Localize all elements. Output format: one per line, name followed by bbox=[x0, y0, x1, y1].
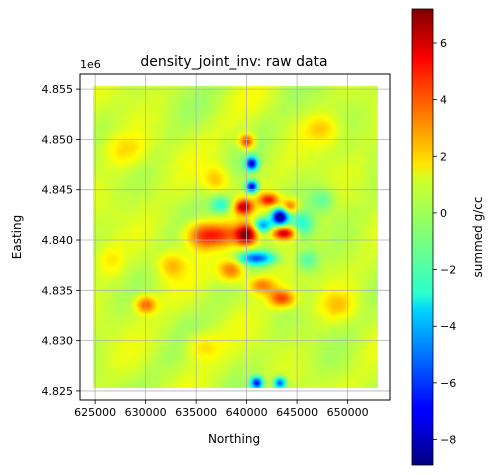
y-axis: 4.825 4.830 4.835 4.840 4.845 4.850 4.855 bbox=[42, 83, 80, 398]
x-tick-label: 625000 bbox=[74, 406, 116, 419]
y-tick-label: 4.845 bbox=[42, 184, 74, 197]
colorbar-tick-label: −4 bbox=[440, 320, 456, 333]
colorbar-tick-label: −2 bbox=[440, 264, 456, 277]
grid-lines bbox=[80, 74, 390, 400]
x-tick-label: 630000 bbox=[125, 406, 167, 419]
y-tick-label: 4.825 bbox=[42, 385, 74, 398]
x-tick-label: 640000 bbox=[226, 406, 268, 419]
y-offset-label: 1e6 bbox=[80, 58, 101, 71]
colorbar: −8 −6 −4 −2 0 2 4 6 summed g/cc bbox=[411, 8, 485, 466]
y-axis-label: Easting bbox=[10, 215, 24, 259]
y-tick-label: 4.830 bbox=[42, 335, 74, 348]
colorbar-gradient bbox=[411, 8, 434, 466]
colorbar-ticks: −8 −6 −4 −2 0 2 4 6 bbox=[433, 37, 456, 447]
x-tick-label: 650000 bbox=[327, 406, 369, 419]
colorbar-label: summed g/cc bbox=[471, 197, 485, 278]
y-tick-label: 4.855 bbox=[42, 83, 74, 96]
chart-title: density_joint_inv: raw data bbox=[140, 54, 327, 70]
y-tick-label: 4.850 bbox=[42, 133, 74, 146]
colorbar-tick-label: 2 bbox=[440, 150, 447, 163]
x-tick-label: 645000 bbox=[276, 406, 318, 419]
x-tick-label: 635000 bbox=[175, 406, 217, 419]
heatmap-image bbox=[93, 86, 378, 388]
x-axis: 625000 630000 635000 640000 645000 650000 bbox=[74, 400, 369, 419]
colorbar-tick-label: −8 bbox=[440, 434, 456, 447]
x-axis-label: Northing bbox=[208, 432, 260, 446]
y-tick-label: 4.840 bbox=[42, 234, 74, 247]
colorbar-tick-label: 4 bbox=[440, 94, 447, 107]
colorbar-tick-label: 6 bbox=[440, 37, 447, 50]
colorbar-tick-label: 0 bbox=[440, 207, 447, 220]
plot-frame bbox=[79, 73, 391, 401]
y-tick-label: 4.835 bbox=[42, 284, 74, 297]
plot-area bbox=[79, 73, 391, 401]
colorbar-tick-label: −6 bbox=[440, 377, 456, 390]
